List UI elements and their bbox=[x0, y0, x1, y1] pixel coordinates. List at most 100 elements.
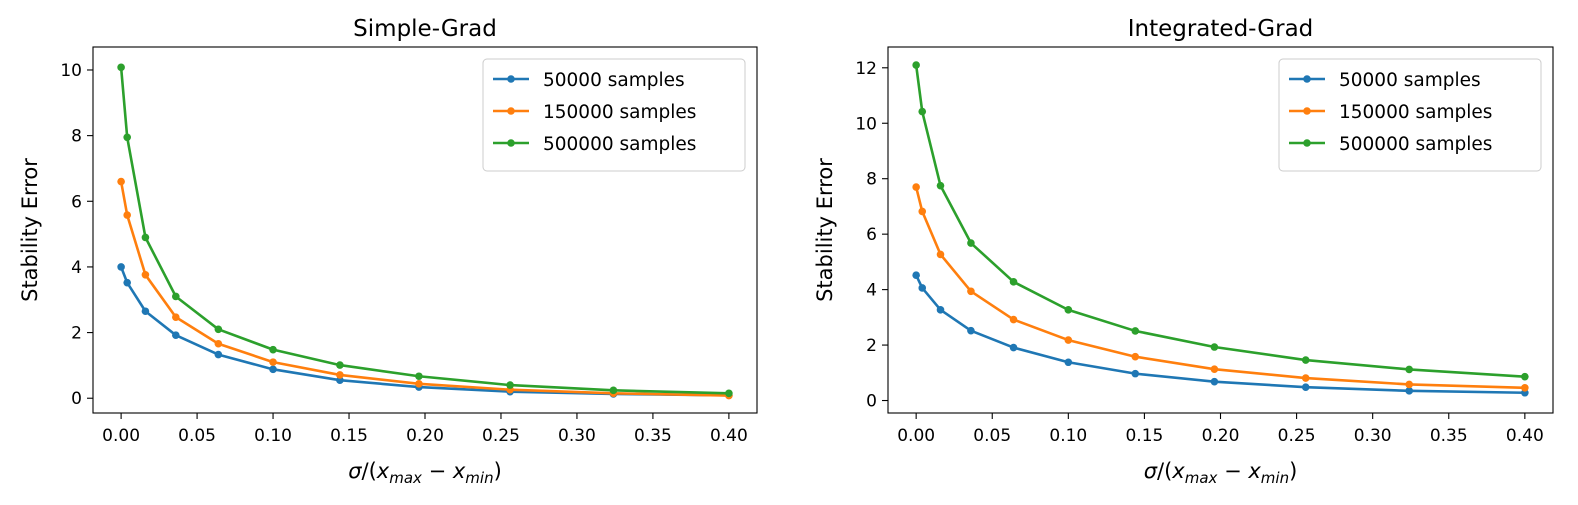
legend: 50000 samples 150000 samples 500000 sample… bbox=[1278, 58, 1542, 172]
series-150000-samples bbox=[912, 183, 1529, 392]
data-point bbox=[1405, 387, 1413, 395]
data-point bbox=[1210, 377, 1219, 386]
data-point bbox=[269, 345, 277, 354]
data-point bbox=[1301, 356, 1310, 364]
data-point bbox=[918, 107, 927, 116]
data-point bbox=[415, 372, 423, 381]
data-point bbox=[936, 250, 945, 259]
legend-box bbox=[482, 58, 746, 172]
series-line bbox=[119, 181, 729, 397]
x-axis-label: σ/(xmax − xmin) bbox=[1144, 459, 1298, 487]
y-axis-label: Stability Error bbox=[813, 158, 837, 302]
data-point bbox=[912, 271, 920, 280]
series-500000-samples bbox=[912, 61, 1529, 381]
x-tick-label: 0.40 bbox=[710, 426, 748, 446]
data-point bbox=[172, 331, 180, 340]
data-point bbox=[1009, 343, 1018, 352]
data-point bbox=[609, 386, 618, 395]
chart-integrated-grad: Integrated-Grad 0.00 0.05 0.10 0.15 0.20 0.25 0… bbox=[813, 16, 1554, 487]
data-point bbox=[1521, 383, 1529, 392]
legend-label: 50000 samples bbox=[1339, 70, 1481, 91]
legend-label: 150000 samples bbox=[1339, 102, 1492, 123]
x-tick-label: 0.40 bbox=[1506, 426, 1544, 446]
chart-title: Integrated-Grad bbox=[1128, 16, 1314, 42]
x-tick-label: 0.20 bbox=[1202, 426, 1240, 446]
y-tick-label: 6 bbox=[71, 192, 82, 212]
data-point bbox=[912, 61, 920, 69]
data-point bbox=[1405, 365, 1413, 374]
data-point bbox=[214, 350, 223, 359]
data-point bbox=[141, 271, 150, 279]
data-point bbox=[117, 177, 125, 186]
series-line bbox=[914, 274, 1525, 395]
y-tick-label: 12 bbox=[855, 59, 877, 79]
series-150000-samples bbox=[117, 177, 733, 400]
legend-label: 500000 samples bbox=[543, 134, 696, 155]
data-point bbox=[1064, 358, 1073, 367]
data-point bbox=[117, 63, 125, 72]
data-point bbox=[123, 133, 131, 142]
x-tick-label: 0.05 bbox=[178, 426, 216, 446]
data-point bbox=[1405, 380, 1413, 389]
data-point bbox=[336, 376, 344, 384]
y-tick-label: 0 bbox=[866, 392, 877, 412]
x-axis-label: σ/(xmax − xmin) bbox=[348, 459, 502, 487]
legend-label: 50000 samples bbox=[543, 70, 685, 91]
data-point bbox=[269, 358, 277, 366]
data-point bbox=[1009, 278, 1018, 286]
data-point bbox=[1009, 315, 1018, 324]
data-point bbox=[1301, 374, 1310, 382]
series-50000-samples bbox=[117, 263, 733, 400]
data-point bbox=[1301, 383, 1310, 392]
y-tick-label: 4 bbox=[71, 258, 82, 278]
x-tick-label: 0.00 bbox=[897, 426, 935, 446]
data-point bbox=[123, 211, 131, 219]
legend-label: 150000 samples bbox=[543, 102, 696, 123]
x-tick-label: 0.25 bbox=[482, 426, 520, 446]
data-point bbox=[141, 233, 150, 242]
data-point bbox=[918, 207, 927, 216]
x-tick-label: 0.05 bbox=[973, 426, 1011, 446]
chart-simple-grad: Simple-Grad 0.00 0.05 0.10 0.15 0.20 0.25 0.30 0… bbox=[18, 16, 758, 487]
x-tick-label: 0.10 bbox=[1049, 426, 1087, 446]
y-tick-label: 8 bbox=[71, 127, 82, 147]
legend-box bbox=[1278, 58, 1542, 172]
x-tick-label: 0.25 bbox=[1278, 426, 1316, 446]
y-tick-label: 6 bbox=[866, 225, 877, 245]
x-tick-label: 0.20 bbox=[406, 426, 444, 446]
legend-swatch-marker bbox=[1303, 75, 1311, 83]
data-point bbox=[1210, 343, 1219, 351]
chart-title: Simple-Grad bbox=[353, 16, 497, 42]
data-point bbox=[1064, 306, 1073, 314]
data-point bbox=[936, 306, 945, 314]
series-500000-samples bbox=[117, 63, 733, 398]
data-point bbox=[214, 339, 223, 348]
legend-swatch-marker bbox=[1303, 107, 1311, 115]
x-tick-label: 0.15 bbox=[1125, 426, 1163, 446]
legend-item-500000-samples: 500000 samples bbox=[1289, 134, 1492, 155]
x-tick-label: 0.35 bbox=[634, 426, 672, 446]
data-point bbox=[506, 381, 514, 389]
data-point bbox=[1064, 336, 1073, 344]
data-point bbox=[172, 292, 180, 301]
data-point bbox=[336, 371, 344, 379]
data-point bbox=[123, 278, 131, 287]
data-point bbox=[1131, 327, 1140, 335]
data-point bbox=[1131, 352, 1140, 361]
x-tick-label: 0.30 bbox=[558, 426, 596, 446]
data-point bbox=[918, 284, 927, 292]
x-tick-label: 0.15 bbox=[330, 426, 368, 446]
series-50000-samples bbox=[912, 271, 1529, 397]
x-tick-label: 0.35 bbox=[1430, 426, 1468, 446]
y-tick-label: 10 bbox=[60, 61, 82, 81]
data-point bbox=[936, 181, 945, 190]
data-point bbox=[1131, 369, 1140, 378]
data-point bbox=[967, 326, 975, 335]
legend-item-150000-samples: 150000 samples bbox=[493, 102, 696, 123]
legend-item-500000-samples: 500000 samples bbox=[493, 134, 696, 155]
data-point bbox=[1521, 372, 1529, 381]
y-tick-label: 4 bbox=[866, 281, 877, 301]
data-point bbox=[172, 313, 180, 321]
x-tick-label: 0.00 bbox=[102, 426, 140, 446]
legend-swatch-marker bbox=[1303, 139, 1311, 147]
